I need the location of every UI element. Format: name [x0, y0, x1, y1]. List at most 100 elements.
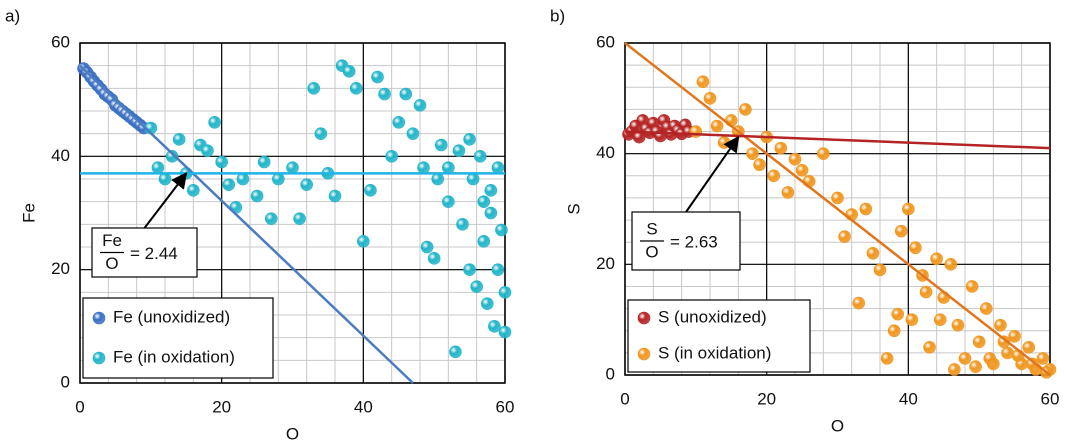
- data-point: [172, 133, 186, 146]
- data-point: [958, 352, 972, 365]
- data-point: [781, 186, 795, 199]
- data-point: [463, 133, 476, 146]
- data-point: [431, 172, 445, 186]
- data-point: [300, 178, 313, 191]
- x-tick-label: 20: [212, 397, 231, 416]
- data-point: [399, 87, 413, 101]
- annotation-denominator: O: [105, 254, 118, 273]
- data-point: [201, 144, 214, 157]
- data-point: [919, 285, 933, 299]
- data-point: [965, 280, 979, 293]
- data-point: [930, 252, 943, 266]
- data-point: [795, 163, 809, 177]
- legend-label: S (in oxidation): [658, 343, 771, 362]
- data-point: [158, 172, 172, 186]
- y-tick-label: 40: [596, 143, 615, 162]
- data-point: [866, 246, 880, 260]
- data-point: [420, 240, 434, 254]
- y-tick-label: 20: [51, 259, 70, 278]
- y-tick-label: 0: [606, 364, 615, 383]
- y-axis-label: Fe: [19, 203, 38, 223]
- data-point: [484, 184, 498, 197]
- data-point: [831, 191, 844, 205]
- annotation-text: = 2.44: [130, 244, 178, 263]
- data-point: [859, 202, 873, 216]
- legend-marker: [637, 347, 651, 361]
- data-point: [272, 172, 285, 186]
- annotation-text: = 2.63: [670, 232, 718, 251]
- x-axis-label: O: [831, 416, 844, 435]
- data-point: [215, 155, 228, 169]
- data-point: [264, 212, 278, 225]
- data-point: [696, 75, 710, 89]
- y-tick-label: 60: [596, 32, 615, 51]
- annotation-arrow: [143, 172, 188, 229]
- data-point: [250, 189, 264, 203]
- x-tick-label: 0: [75, 397, 84, 416]
- data-point: [328, 189, 342, 203]
- data-point: [933, 313, 947, 326]
- data-point: [817, 147, 830, 160]
- data-point: [222, 178, 236, 191]
- data-point: [473, 150, 487, 163]
- data-point: [838, 230, 851, 243]
- data-point: [498, 286, 512, 299]
- data-point: [753, 158, 766, 172]
- plot-frame: [79, 42, 506, 384]
- legend-marker: [637, 311, 651, 325]
- data-point: [236, 172, 250, 186]
- data-point: [887, 324, 901, 338]
- data-point: [442, 161, 455, 174]
- data-point: [1001, 346, 1014, 360]
- data-point: [342, 65, 356, 78]
- data-point: [969, 360, 982, 374]
- y-axis-label: S: [564, 203, 583, 214]
- data-point: [1008, 329, 1021, 343]
- data-point: [314, 127, 328, 140]
- x-tick-label: 40: [899, 389, 918, 408]
- data-point: [495, 223, 508, 237]
- data-point: [788, 152, 802, 166]
- fit-line: [624, 42, 1051, 376]
- data-point: [717, 136, 731, 149]
- data-point: [703, 92, 717, 105]
- data-point: [948, 363, 961, 376]
- x-axis-label: O: [286, 424, 299, 443]
- data-point: [994, 318, 1007, 332]
- data-point: [434, 138, 448, 152]
- data-point: [1036, 352, 1050, 365]
- data-point: [364, 184, 377, 197]
- data-point: [944, 258, 958, 271]
- data-point: [491, 263, 505, 276]
- data-point: [466, 172, 480, 186]
- data-point: [710, 119, 724, 133]
- data-point: [997, 335, 1011, 349]
- data-point: [498, 325, 512, 339]
- data-point: [371, 70, 384, 84]
- data-point: [1022, 341, 1036, 354]
- fit-line: [624, 130, 1051, 150]
- data-point: [852, 296, 866, 310]
- data-point: [456, 218, 469, 231]
- data-point: [257, 155, 271, 169]
- data-point: [378, 87, 391, 101]
- legend-marker: [92, 351, 106, 365]
- y-tick-label: 60: [51, 32, 70, 51]
- x-tick-label: 60: [496, 397, 515, 416]
- data-point: [357, 235, 370, 248]
- data-point: [293, 212, 306, 225]
- data-point: [873, 263, 887, 277]
- annotation-numerator: Fe: [102, 231, 122, 250]
- data-point: [406, 127, 420, 140]
- plot-frame: [624, 42, 1051, 376]
- data-point: [894, 224, 908, 238]
- x-tick-label: 60: [1041, 389, 1060, 408]
- data-point: [417, 161, 430, 174]
- data-point: [286, 161, 299, 174]
- y-tick-label: 0: [61, 372, 70, 391]
- data-point: [484, 206, 498, 220]
- data-point: [689, 125, 703, 138]
- annotation-arrow: [685, 135, 740, 213]
- data-point: [1025, 357, 1039, 371]
- data-point: [470, 280, 483, 293]
